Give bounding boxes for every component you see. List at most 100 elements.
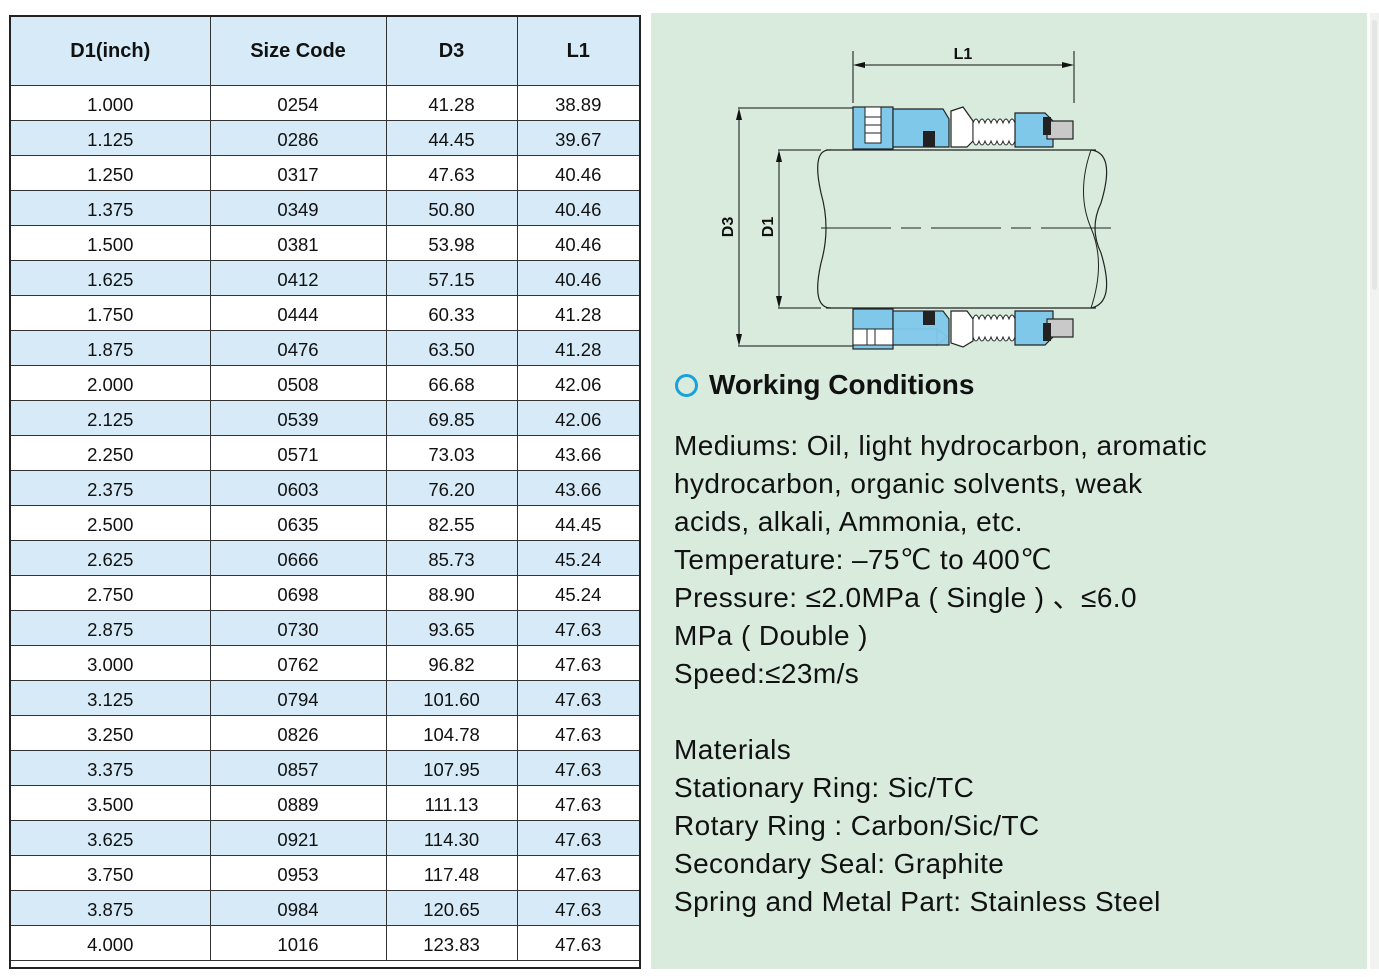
seal-cross-section-diagram: L1 D3 D1 <box>720 46 1121 350</box>
cell-size-code: 0444 <box>210 295 387 331</box>
cell-d3: 57.15 <box>386 260 518 296</box>
shaft-left-break <box>817 149 832 309</box>
cell-l1: 43.66 <box>517 435 639 471</box>
cell-size-code: 0698 <box>210 575 387 611</box>
cell-d1: 1.000 <box>11 85 211 121</box>
cell-size-code: 0826 <box>210 715 387 751</box>
spring-top <box>972 118 1016 146</box>
table-row: 3.125 0794 101.60 47.63 <box>11 680 639 716</box>
cell-d3: 111.13 <box>386 785 518 821</box>
cell-l1: 42.06 <box>517 365 639 401</box>
cell-d3: 63.50 <box>386 330 518 366</box>
cell-d1: 1.375 <box>11 190 211 226</box>
cell-d1: 3.375 <box>11 750 211 786</box>
cell-d1: 1.500 <box>11 225 211 261</box>
cell-d1: 3.625 <box>11 820 211 856</box>
cell-d1: 2.250 <box>11 435 211 471</box>
cell-size-code: 1016 <box>210 925 387 961</box>
working-conditions-heading: Working Conditions <box>675 369 974 401</box>
table-row: 2.500 0635 82.55 44.45 <box>11 505 639 541</box>
cell-l1: 47.63 <box>517 750 639 786</box>
cell-size-code: 0635 <box>210 505 387 541</box>
cell-l1: 45.24 <box>517 540 639 576</box>
cell-size-code: 0794 <box>210 680 387 716</box>
seal-top <box>852 106 1074 150</box>
cell-d1: 3.750 <box>11 855 211 891</box>
table-row: 3.375 0857 107.95 47.63 <box>11 750 639 786</box>
header-size-code: Size Code <box>210 17 387 86</box>
material-line: Stationary Ring: Sic/TC <box>674 772 975 803</box>
cell-d1: 3.000 <box>11 645 211 681</box>
table-row: 2.750 0698 88.90 45.24 <box>11 575 639 611</box>
label-d1: D1 <box>760 217 777 238</box>
table-row: 2.375 0603 76.20 43.66 <box>11 470 639 506</box>
cell-d1: 3.875 <box>11 890 211 926</box>
condition-line: Pressure: ≤2.0MPa ( Single ) 、≤6.0 <box>674 582 1137 613</box>
cell-l1: 41.28 <box>517 330 639 366</box>
cell-d3: 88.90 <box>386 575 518 611</box>
condition-line: Speed:≤23m/s <box>674 658 860 689</box>
cell-d1: 2.000 <box>11 365 211 401</box>
cell-d1: 3.125 <box>11 680 211 716</box>
table-row: 3.000 0762 96.82 47.63 <box>11 645 639 681</box>
cell-size-code: 0286 <box>210 120 387 156</box>
label-d3: D3 <box>720 217 737 238</box>
scrollbar-thumb[interactable] <box>1372 20 1377 290</box>
cell-d3: 69.85 <box>386 400 518 436</box>
scrollbar-track[interactable] <box>1370 13 1379 969</box>
cell-l1: 47.63 <box>517 715 639 751</box>
materials-title: Materials <box>674 734 792 765</box>
working-conditions-text: Mediums: Oil, light hydrocarbon, aromati… <box>674 427 1207 693</box>
cell-size-code: 0762 <box>210 645 387 681</box>
cell-d1: 2.375 <box>11 470 211 506</box>
table-row: 1.875 0476 63.50 41.28 <box>11 330 639 366</box>
working-conditions-title: Working Conditions <box>709 369 975 400</box>
cell-l1: 40.46 <box>517 225 639 261</box>
cell-l1: 47.63 <box>517 890 639 926</box>
cell-d1: 1.750 <box>11 295 211 331</box>
cell-d3: 41.28 <box>386 85 518 121</box>
cell-l1: 43.66 <box>517 470 639 506</box>
cell-d3: 50.80 <box>386 190 518 226</box>
cell-size-code: 0666 <box>210 540 387 576</box>
cell-l1: 47.63 <box>517 785 639 821</box>
condition-line: Temperature: –75℃ to 400℃ <box>674 544 1052 575</box>
condition-line: hydrocarbon, organic solvents, weak <box>674 468 1143 499</box>
table-row: 3.750 0953 117.48 47.63 <box>11 855 639 891</box>
table-row: 1.250 0317 47.63 40.46 <box>11 155 639 191</box>
header-d3: D3 <box>386 17 518 86</box>
table-body: 1.000 0254 41.28 38.89 1.125 0286 44.45 39.67 1.… <box>11 85 639 961</box>
table-row: 2.625 0666 85.73 45.24 <box>11 540 639 576</box>
cell-d1: 2.500 <box>11 505 211 541</box>
table-row: 1.000 0254 41.28 38.89 <box>11 85 639 121</box>
cell-d3: 104.78 <box>386 715 518 751</box>
table-header-row: D1(inch) Size Code D3 L1 <box>11 17 639 86</box>
table-row: 1.750 0444 60.33 41.28 <box>11 295 639 331</box>
shaft-right-break <box>1090 149 1108 309</box>
cell-d1: 1.875 <box>11 330 211 366</box>
cell-size-code: 0349 <box>210 190 387 226</box>
table-row: 4.000 1016 123.83 47.63 <box>11 925 639 961</box>
cell-size-code: 0571 <box>210 435 387 471</box>
cell-d3: 76.20 <box>386 470 518 506</box>
cell-l1: 47.63 <box>517 610 639 646</box>
table-row: 2.000 0508 66.68 42.06 <box>11 365 639 401</box>
seal-bottom <box>852 308 1074 350</box>
table-row: 3.500 0889 111.13 47.63 <box>11 785 639 821</box>
cell-d1: 2.875 <box>11 610 211 646</box>
cell-l1: 45.24 <box>517 575 639 611</box>
material-line: Secondary Seal: Graphite <box>674 848 1005 879</box>
cell-l1: 47.63 <box>517 855 639 891</box>
table-row: 1.125 0286 44.45 39.67 <box>11 120 639 156</box>
cell-d1: 4.000 <box>11 925 211 961</box>
table-row: 1.625 0412 57.15 40.46 <box>11 260 639 296</box>
cell-d3: 47.63 <box>386 155 518 191</box>
condition-line: Mediums: Oil, light hydrocarbon, aromati… <box>674 430 1208 461</box>
cell-d3: 101.60 <box>386 680 518 716</box>
cell-d1: 1.625 <box>11 260 211 296</box>
table-row: 2.250 0571 73.03 43.66 <box>11 435 639 471</box>
label-l1: L1 <box>954 46 973 63</box>
circle-bullet-icon <box>675 373 698 397</box>
header-d1: D1(inch) <box>11 17 211 86</box>
cell-l1: 38.89 <box>517 85 639 121</box>
